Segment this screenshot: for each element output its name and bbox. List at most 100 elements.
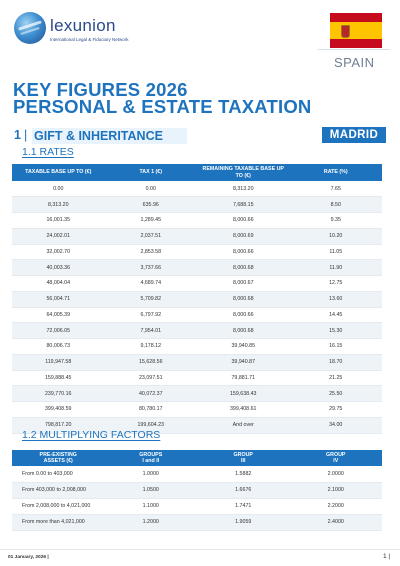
table-cell: 2,037.51 bbox=[104, 228, 197, 245]
table-cell: 2.2000 bbox=[289, 498, 382, 515]
table-cell: 8,000.66 bbox=[197, 307, 290, 324]
table-cell: 798,817.20 bbox=[12, 417, 105, 434]
table-cell: 1.0500 bbox=[104, 482, 197, 499]
table-cell: From more than 4,021,000 bbox=[12, 514, 105, 531]
table-cell: And over bbox=[197, 417, 290, 434]
table-cell: 8,000.68 bbox=[197, 322, 290, 339]
table-cell: 18.70 bbox=[289, 354, 382, 371]
column-header: RATE (%) bbox=[289, 164, 382, 181]
table-cell: 15,628.56 bbox=[104, 354, 197, 371]
table-cell: 159,638.43 bbox=[197, 385, 290, 402]
table-header-row: PRE-EXISTING ASSETS (€) GROUPS I and II GR… bbox=[12, 450, 382, 466]
table-cell: 10.20 bbox=[289, 228, 382, 245]
table-cell: 56,004.71 bbox=[12, 291, 105, 308]
page-title-line2: PERSONAL & ESTATE TAXATION bbox=[13, 96, 312, 117]
table-row: 40,003.36 3,737.66 8,000.68 11.90 bbox=[12, 259, 382, 276]
table-cell: 199,604.23 bbox=[104, 417, 197, 434]
table-cell: 34.00 bbox=[289, 417, 382, 434]
table-row: 48,004.04 4,689.74 8,000.67 12.75 bbox=[12, 275, 382, 292]
table-row: 72,006.05 7,954.01 8,000.68 15.30 bbox=[12, 322, 382, 339]
table-row: 159,888.45 23,097.51 79,881.71 21.25 bbox=[12, 370, 382, 387]
table-row: From more than 4,021,000 1.2000 1.9059 2.40… bbox=[12, 514, 382, 531]
table-row: 56,004.71 5,709.82 8,000.68 13.60 bbox=[12, 291, 382, 308]
table-cell: 39,940.87 bbox=[197, 354, 290, 371]
table-cell: 8,313.20 bbox=[12, 196, 105, 213]
table-row: 399,408.59 80,780.17 399,408.61 29.75 bbox=[12, 401, 382, 418]
table-cell: 11.05 bbox=[289, 244, 382, 261]
table-cell: 2.1000 bbox=[289, 482, 382, 499]
multiplying-heading: 1.2 MULTIPLYING FACTORS bbox=[22, 429, 161, 441]
table-cell: 1.9059 bbox=[197, 514, 290, 531]
table-cell: 16,001.35 bbox=[12, 212, 105, 229]
divider bbox=[318, 49, 390, 50]
table-cell: 8,000.69 bbox=[197, 228, 290, 245]
table-cell: 8,000.68 bbox=[197, 291, 290, 308]
table-cell: 39,940.85 bbox=[197, 338, 290, 355]
table-cell: 6,797.92 bbox=[104, 307, 197, 324]
table-cell: 399,408.61 bbox=[197, 401, 290, 418]
table-cell: 635.96 bbox=[104, 196, 197, 213]
table-cell: 0.00 bbox=[12, 181, 105, 198]
table-cell: 4,689.74 bbox=[104, 275, 197, 292]
table-cell: 14.45 bbox=[289, 307, 382, 324]
table-row: 119,947.58 15,628.56 39,940.87 18.70 bbox=[12, 354, 382, 371]
table-row: From 403,000 to 2,008,000 1.0500 1.6676 2.1… bbox=[12, 482, 382, 499]
brand-name: lexunion bbox=[50, 16, 116, 35]
table-cell: 21.25 bbox=[289, 370, 382, 387]
table-cell: 239,770.16 bbox=[12, 385, 105, 402]
table-cell: 40,003.36 bbox=[12, 259, 105, 276]
table-cell: From 403,000 to 2,008,000 bbox=[12, 482, 105, 499]
section-title: GIFT & INHERITANCE bbox=[32, 128, 187, 144]
rates-table: TAXABLE BASE UP TO (€) TAX 1 (€) REMAINI… bbox=[12, 164, 382, 434]
section-number: 1 bbox=[14, 128, 21, 142]
table-row: 32,002.70 2,853.58 8,000.66 11.05 bbox=[12, 244, 382, 261]
table-cell: From 0.00 to 403,000 bbox=[12, 466, 105, 483]
column-header: REMAINING TAXABLE BASE UP TO (€) bbox=[197, 164, 290, 181]
table-cell: 159,888.45 bbox=[12, 370, 105, 387]
table-row: 64,005.39 6,797.92 8,000.66 14.45 bbox=[12, 307, 382, 324]
table-cell: 7.65 bbox=[289, 181, 382, 198]
table-row: From 2,008,000 to 4,021,000 1.1000 1.7471 2… bbox=[12, 498, 382, 515]
column-header: GROUP IV bbox=[289, 450, 382, 466]
footer-divider bbox=[0, 549, 400, 550]
table-cell: 1.6676 bbox=[197, 482, 290, 499]
table-cell: 3,737.66 bbox=[104, 259, 197, 276]
table-cell: 8,000.66 bbox=[197, 212, 290, 229]
table-cell: 0.00 bbox=[104, 181, 197, 198]
multiplying-factors-table: PRE-EXISTING ASSETS (€) GROUPS I and II GR… bbox=[12, 450, 382, 531]
table-cell: 12.75 bbox=[289, 275, 382, 292]
table-cell: From 2,008,000 to 4,021,000 bbox=[12, 498, 105, 515]
table-cell: 80,780.17 bbox=[104, 401, 197, 418]
table-cell: 1.7471 bbox=[197, 498, 290, 515]
table-cell: 399,408.59 bbox=[12, 401, 105, 418]
table-cell: 7,688.15 bbox=[197, 196, 290, 213]
table-cell: 32,002.70 bbox=[12, 244, 105, 261]
table-cell: 8.50 bbox=[289, 196, 382, 213]
table-row: 239,770.16 40,072.37 159,638.43 25.50 bbox=[12, 385, 382, 402]
table-cell: 13.60 bbox=[289, 291, 382, 308]
column-header: GROUPS I and II bbox=[104, 450, 197, 466]
table-cell: 8,000.68 bbox=[197, 259, 290, 276]
lexunion-logo: lexunion International Legal & Fiduciary… bbox=[14, 12, 134, 46]
table-cell: 25.50 bbox=[289, 385, 382, 402]
page-number: 1 | bbox=[383, 553, 391, 560]
table-cell: 119,947.58 bbox=[12, 354, 105, 371]
globe-icon bbox=[14, 12, 46, 44]
rates-heading: 1.1 RATES bbox=[22, 146, 74, 158]
table-cell: 72,006.05 bbox=[12, 322, 105, 339]
table-cell: 2.0000 bbox=[289, 466, 382, 483]
table-cell: 9,178.12 bbox=[104, 338, 197, 355]
table-cell: 40,072.37 bbox=[104, 385, 197, 402]
table-cell: 15.30 bbox=[289, 322, 382, 339]
table-row: 0.00 0.00 8,313.20 7.65 bbox=[12, 181, 382, 198]
spain-flag-icon bbox=[330, 13, 382, 48]
table-cell: 11.90 bbox=[289, 259, 382, 276]
page-title-line1: KEY FIGURES 2026 bbox=[13, 79, 188, 100]
region-badge: MADRID bbox=[322, 127, 386, 143]
table-cell: 1.0000 bbox=[104, 466, 197, 483]
table-cell: 79,881.71 bbox=[197, 370, 290, 387]
table-cell: 24,002.01 bbox=[12, 228, 105, 245]
column-header: GROUP III bbox=[197, 450, 290, 466]
table-row: 80,006.73 9,178.12 39,940.85 16.15 bbox=[12, 338, 382, 355]
table-cell: 1.2000 bbox=[104, 514, 197, 531]
